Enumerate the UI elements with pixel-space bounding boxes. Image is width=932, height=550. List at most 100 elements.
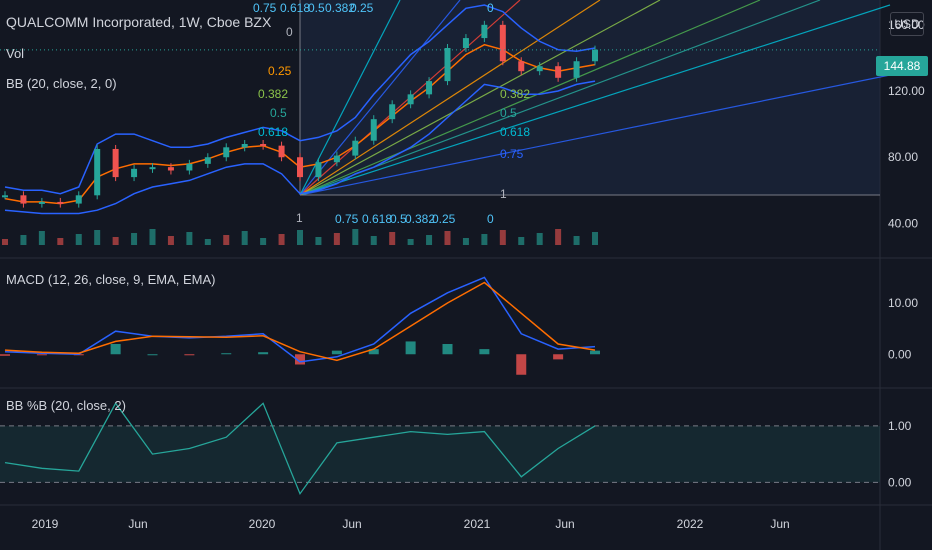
- candle-body: [333, 155, 340, 163]
- volume-bar: [38, 231, 45, 245]
- candle-body: [112, 148, 119, 178]
- fib-zero-label: 0: [286, 25, 293, 39]
- candle-body: [555, 66, 562, 78]
- macd-histogram-bar: [0, 354, 10, 356]
- volume-bar: [223, 235, 230, 245]
- pctb-line: [4, 402, 596, 496]
- volume-bar: [2, 239, 8, 245]
- fib-right-label: 0.618: [500, 125, 530, 139]
- pctb-tick-label: 1.00: [888, 419, 912, 433]
- volume-bar: [75, 234, 82, 245]
- x-tick-label: 2021: [464, 517, 491, 531]
- vol-label: Vol: [6, 46, 25, 61]
- fib-fan-line: [299, 0, 661, 196]
- volume-bar: [94, 230, 101, 245]
- bbpct-label: BB %B (20, close, 2): [6, 398, 126, 413]
- candle-body: [57, 201, 64, 204]
- fib-one-label: 1: [500, 187, 507, 201]
- volume-bar: [112, 237, 119, 245]
- candle-body: [407, 94, 414, 105]
- fib-side-label: 0.5: [270, 106, 287, 120]
- candle-body: [352, 140, 359, 156]
- currency-button[interactable]: USD: [890, 12, 924, 36]
- macd-histogram-bar: [368, 349, 379, 355]
- macd-histogram-bar: [331, 350, 342, 355]
- volume-bar: [481, 234, 488, 245]
- candle-body: [75, 195, 82, 204]
- fib-top-label: 0.5: [308, 1, 325, 15]
- bb-lower-line: [4, 80, 596, 215]
- candle-body: [444, 48, 451, 82]
- candle-body: [389, 104, 396, 120]
- candle-body: [167, 167, 174, 171]
- candle-body: [204, 157, 211, 164]
- fib-bottom-label: 0.382: [405, 212, 435, 226]
- macd-histogram-bar: [405, 341, 416, 355]
- volume-bar: [592, 232, 598, 245]
- candle-body: [278, 145, 285, 158]
- candle-body: [573, 61, 580, 78]
- candle-body: [241, 144, 248, 148]
- macd-histogram-bar: [553, 354, 564, 360]
- x-tick-label: Jun: [555, 517, 574, 531]
- macd-histogram-bar: [221, 353, 232, 355]
- macd-histogram-bar: [36, 354, 47, 356]
- candle-body: [38, 201, 45, 204]
- fib-bottom-label: 0.618: [362, 212, 392, 226]
- candle-body: [223, 147, 230, 158]
- volume-bar: [57, 238, 64, 245]
- macd-histogram-bar: [479, 349, 490, 355]
- volume-bar: [444, 231, 451, 245]
- macd-histogram-bar: [184, 354, 195, 356]
- macd-histogram-bar: [442, 344, 453, 355]
- volume-bar: [499, 230, 506, 245]
- volume-bar: [260, 238, 267, 245]
- candle-body: [518, 61, 525, 72]
- volume-bar: [518, 237, 525, 245]
- macd-label: MACD (12, 26, close, 9, EMA, EMA): [6, 272, 216, 287]
- x-tick-label: 2019: [32, 517, 59, 531]
- macd-histogram-bar: [516, 354, 527, 375]
- fib-top-label: 0.618: [280, 1, 310, 15]
- fib-right-label: 0.382: [500, 87, 530, 101]
- volume-bar: [131, 233, 138, 245]
- fib-bottom-label: 0.25: [432, 212, 456, 226]
- price-tick-label: 160.00: [888, 18, 925, 32]
- x-tick-label: 2020: [249, 517, 276, 531]
- candle-body: [481, 24, 488, 39]
- volume-bar: [536, 233, 543, 245]
- volume-bar: [462, 238, 469, 245]
- macd-histogram-bar: [147, 354, 158, 356]
- candle-body: [2, 195, 8, 198]
- volume-bar: [167, 236, 174, 245]
- fib-fan-line: [299, 4, 891, 196]
- volume-bar: [149, 229, 156, 245]
- candle-body: [499, 24, 506, 62]
- fib-one-label: 1: [296, 211, 303, 225]
- volume-bar: [426, 235, 433, 245]
- candle-body: [426, 81, 433, 95]
- volume-bar: [333, 233, 340, 245]
- price-tick-label: 120.00: [888, 84, 925, 98]
- macd-histogram-bar: [590, 350, 600, 355]
- x-tick-label: Jun: [770, 517, 789, 531]
- fib-fan-area: [300, 0, 880, 195]
- fib-fan-line: [299, 74, 891, 196]
- volume-bar: [20, 235, 27, 245]
- macd-tick-label: 0.00: [888, 347, 912, 361]
- fib-fan-line: [299, 0, 461, 196]
- volume-bar: [370, 236, 377, 245]
- fib-fan-line: [299, 0, 761, 196]
- candle-body: [94, 148, 101, 196]
- bb-label: BB (20, close, 2, 0): [6, 76, 117, 91]
- price-tick-label: 80.00: [888, 150, 918, 164]
- candle-body: [186, 163, 193, 171]
- signal-line: [4, 281, 596, 362]
- bb-upper-line: [4, 4, 596, 195]
- volume-bar: [555, 229, 562, 245]
- fib-right-label: 0.75: [500, 147, 524, 161]
- volume-bar: [297, 230, 303, 245]
- volume-bar: [278, 234, 285, 245]
- volume-bar: [204, 239, 211, 245]
